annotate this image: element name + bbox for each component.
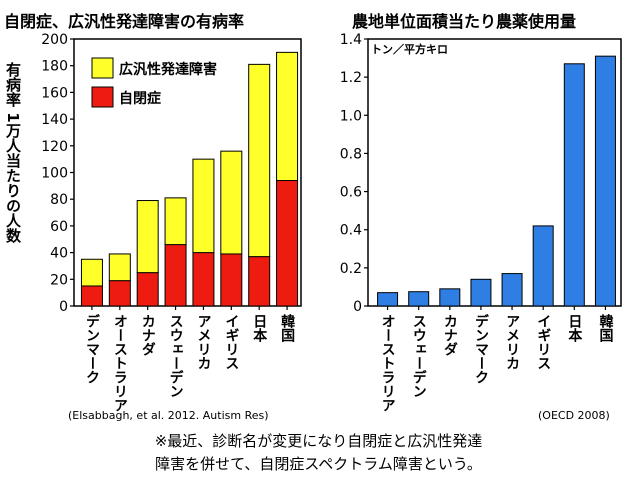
left-bar-segment-autism	[136, 272, 159, 307]
right-plot-frame	[367, 38, 622, 307]
right-bar	[470, 278, 492, 307]
left-x-tick-label: 日本	[251, 314, 267, 343]
right-x-tick-label: アメリカ	[504, 314, 520, 370]
left-x-tick-label: スウェーデン	[168, 314, 184, 398]
right-bar	[563, 63, 585, 307]
left-y-tick-label: 140	[41, 112, 68, 128]
left-y-tick-label: 180	[41, 59, 68, 75]
left-x-tick-label: カナダ	[140, 314, 156, 356]
footnote-line-2: 障害を併せて、自閉症スペクトラム障害という。	[155, 455, 482, 473]
left-y-tick-label: 20	[50, 272, 68, 288]
right-x-tick-label: オーストラリア	[380, 314, 396, 412]
right-chart-source: (OECD 2008)	[538, 409, 610, 422]
left-legend-swatch	[91, 86, 114, 108]
right-y-tick-label: 0.8	[340, 146, 362, 162]
right-y-unit-label: トン／平方キロ	[371, 42, 448, 56]
left-bar-segment-autism	[192, 252, 215, 307]
right-x-tick-label: スウェーデン	[411, 314, 427, 398]
left-legend-swatch	[91, 57, 114, 79]
right-bar	[532, 225, 554, 307]
right-y-tick-label: 1.0	[340, 108, 362, 124]
right-chart-title: 農地単位面積当たり農薬使用量	[352, 12, 577, 31]
left-legend-label: 広汎性発達障害	[119, 61, 217, 78]
left-legend-label: 自閉症	[119, 90, 161, 107]
left-bar-segment-pdd	[220, 150, 243, 255]
left-y-tick-label: 100	[41, 166, 68, 182]
right-y-tick-label: 0.2	[340, 261, 362, 277]
left-bar-segment-autism	[276, 180, 299, 307]
left-chart-title: 自閉症、広汎性発達障害の有病率	[4, 12, 245, 31]
left-bar-segment-pdd	[164, 197, 187, 246]
left-y-tick-label: 0	[59, 299, 68, 315]
left-bar-segment-autism	[220, 253, 243, 307]
right-bar	[594, 55, 616, 307]
left-bar-segment-pdd	[276, 51, 299, 182]
left-x-tick-label: アメリカ	[195, 314, 211, 370]
right-y-tick-label: 0.6	[340, 185, 362, 201]
right-bar	[408, 291, 430, 307]
left-y-tick-label: 120	[41, 139, 68, 155]
right-bar	[501, 273, 523, 307]
right-x-tick-label: 韓国	[597, 313, 613, 343]
left-bar-segment-autism	[108, 280, 131, 307]
left-bar-segment-autism	[248, 256, 271, 307]
right-bar	[439, 288, 461, 307]
left-y-tick-label: 200	[41, 32, 68, 48]
right-y-tick-label: 1.4	[340, 32, 362, 48]
left-x-tick-label: 韓国	[279, 313, 295, 343]
left-y-axis-label: 有病率 1万人当たりの人数	[4, 62, 22, 243]
left-bar-segment-pdd	[136, 200, 159, 274]
left-bar-segment-autism	[80, 285, 103, 307]
left-x-tick-label: オーストラリア	[112, 314, 128, 412]
left-y-tick-label: 60	[50, 219, 68, 235]
right-bar	[377, 292, 399, 307]
right-y-tick-label: 0.4	[340, 223, 362, 239]
left-y-tick-label: 80	[50, 192, 68, 208]
right-x-tick-label: デンマーク	[473, 313, 489, 384]
left-bar-segment-pdd	[192, 158, 215, 254]
left-bar-segment-autism	[164, 244, 187, 307]
left-y-tick-label: 40	[50, 246, 68, 262]
right-x-tick-label: 日本	[566, 314, 582, 343]
left-x-tick-label: デンマーク	[84, 313, 100, 384]
right-y-tick-label: 1.2	[340, 70, 362, 86]
left-bar-segment-pdd	[248, 63, 271, 258]
right-y-tick-label: 0	[353, 299, 362, 315]
left-bar-segment-pdd	[80, 258, 103, 287]
left-x-tick-label: イギリス	[223, 314, 239, 370]
left-y-tick-label: 160	[41, 85, 68, 101]
left-bar-segment-pdd	[108, 253, 131, 282]
left-chart-source: (Elsabbagh, et al. 2012. Autism Res)	[68, 409, 269, 422]
footnote-line-1: ※最近、診断名が変更になり自閉症と広汎性発達	[154, 432, 483, 450]
right-x-tick-label: カナダ	[442, 314, 458, 356]
right-x-tick-label: イギリス	[535, 314, 551, 370]
